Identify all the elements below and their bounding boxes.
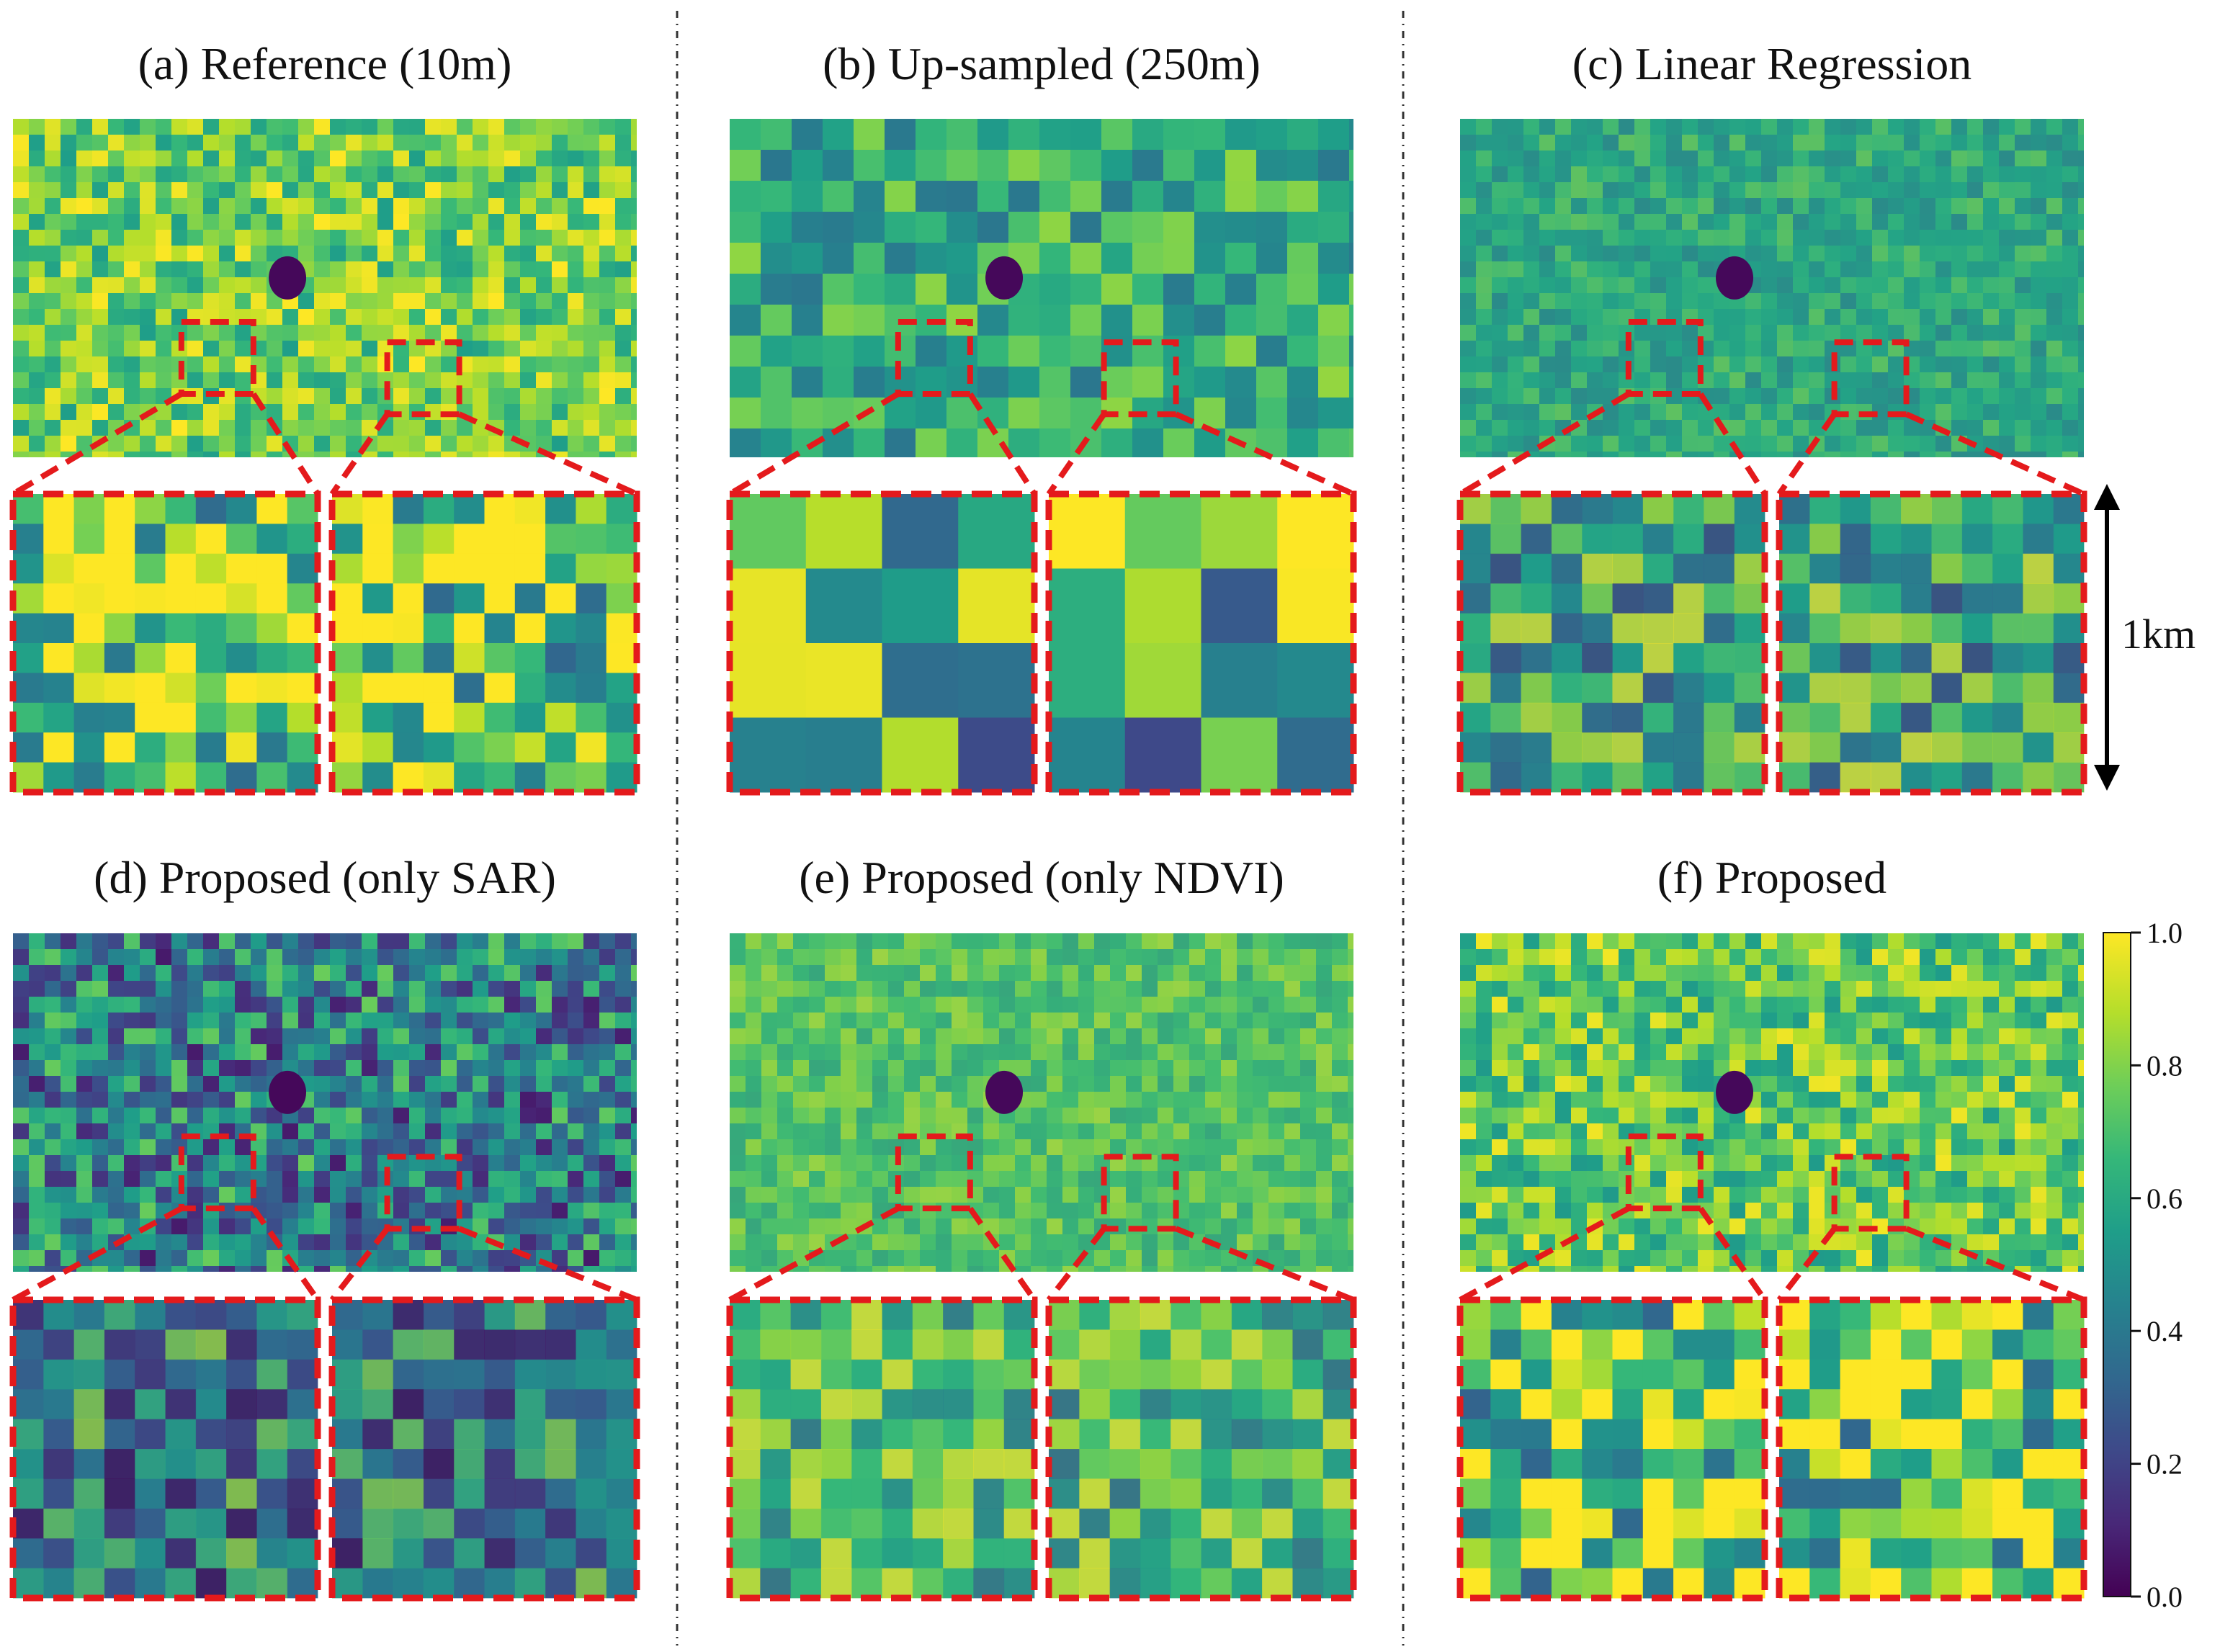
zoom-connector: [728, 391, 900, 497]
zoom-connector: [329, 1226, 390, 1302]
colorbar-tick-label: 1.0: [2147, 917, 2183, 949]
panel-e: (e) Proposed (only NDVI): [726, 852, 1357, 1602]
panel-a: (a) Reference (10m): [9, 38, 640, 796]
zoom-box-1: [1625, 1133, 1704, 1211]
zoom-connector: [1046, 1226, 1106, 1302]
zoom-box-1: [895, 319, 973, 397]
colorbar-gradient: [2103, 932, 2131, 1597]
zoom-box-1: [178, 319, 256, 397]
zoom-connector: [1905, 1226, 2085, 1303]
zoom-inset-2: [1776, 490, 2087, 796]
panel-title: (b) Up-sampled (250m): [823, 38, 1261, 89]
panel-title: (a) Reference (10m): [138, 38, 512, 89]
main-map: [730, 119, 1353, 457]
pond-shape: [269, 256, 307, 300]
zoom-connector: [329, 412, 390, 496]
panel-title: (c) Linear Regression: [1572, 38, 1971, 89]
zoom-connector: [1174, 411, 1355, 497]
zoom-inset-2: [1776, 1296, 2087, 1602]
panel-b: (b) Up-sampled (250m): [726, 38, 1357, 796]
panel-c: (c) Linear Regression: [1456, 38, 2087, 796]
zoom-connector: [1046, 412, 1106, 496]
zoom-box-2: [1101, 339, 1179, 418]
zoom-connector: [457, 411, 638, 497]
pond-shape: [1716, 256, 1754, 300]
zoom-box-1: [178, 1133, 256, 1211]
main-map: [1460, 933, 2084, 1272]
zoom-connector: [458, 1226, 638, 1303]
zoom-connector: [1776, 1226, 1837, 1302]
zoom-inset-1: [726, 490, 1038, 796]
zoom-connector: [1698, 392, 1768, 496]
zoom-inset-1: [1456, 490, 1768, 796]
zoom-connector: [12, 1206, 183, 1303]
colorbar-tick-label: 0.6: [2147, 1182, 2183, 1215]
colorbar-tick-label: 0.8: [2147, 1049, 2183, 1082]
panel-title: (e) Proposed (only NDVI): [799, 852, 1284, 903]
zoom-inset-2: [328, 1296, 640, 1602]
panel-title: (f) Proposed: [1657, 852, 1886, 903]
main-map: [1460, 119, 2084, 457]
zoom-connector: [251, 1206, 321, 1302]
colorbar-tick-label: 0.4: [2147, 1315, 2183, 1347]
zoom-box-1: [1625, 319, 1704, 397]
zoom-connector: [251, 392, 321, 496]
zoom-inset-2: [328, 490, 640, 796]
pond-shape: [1716, 1070, 1754, 1114]
zoom-connector: [728, 1206, 900, 1303]
zoom-box-2: [1831, 339, 1910, 418]
zoom-inset-1: [9, 490, 321, 796]
colorbar-tick-label: 0.2: [2147, 1448, 2183, 1481]
panel-title: (d) Proposed (only SAR): [94, 852, 556, 903]
zoom-box-2: [384, 339, 462, 418]
zoom-inset-1: [726, 1296, 1038, 1602]
zoom-inset-1: [9, 1296, 321, 1602]
scale-bar: 1km: [2094, 484, 2196, 791]
zoom-inset-2: [1045, 490, 1357, 796]
zoom-connector: [1458, 391, 1630, 497]
zoom-connector: [1905, 411, 2085, 497]
pond-shape: [269, 1070, 307, 1114]
zoom-box-2: [1101, 1154, 1179, 1232]
zoom-connector: [1175, 1226, 1355, 1303]
zoom-connector: [11, 391, 183, 497]
pond-shape: [985, 256, 1024, 300]
zoom-connector: [967, 1206, 1037, 1302]
pond-shape: [985, 1070, 1024, 1114]
zoom-connector: [1776, 412, 1837, 496]
zoom-connector: [1459, 1206, 1630, 1303]
colorbar: 1.0 0.8 0.6 0.4 0.2 0.0: [2103, 917, 2183, 1613]
main-map: [13, 933, 637, 1272]
panel-d: (d) Proposed (only SAR): [9, 852, 640, 1602]
zoom-box-2: [1831, 1154, 1910, 1232]
zoom-inset-2: [1045, 1296, 1357, 1602]
main-map: [13, 119, 637, 457]
panel-f: (f) Proposed: [1456, 852, 2087, 1602]
scale-bar-label: 1km: [2121, 611, 2196, 657]
zoom-box-1: [895, 1133, 973, 1211]
zoom-box-2: [384, 1154, 462, 1232]
zoom-connector: [1698, 1206, 1768, 1302]
zoom-inset-1: [1456, 1296, 1768, 1602]
zoom-connector: [967, 392, 1037, 496]
main-map: [730, 933, 1353, 1272]
colorbar-tick-label: 0.0: [2147, 1581, 2183, 1613]
